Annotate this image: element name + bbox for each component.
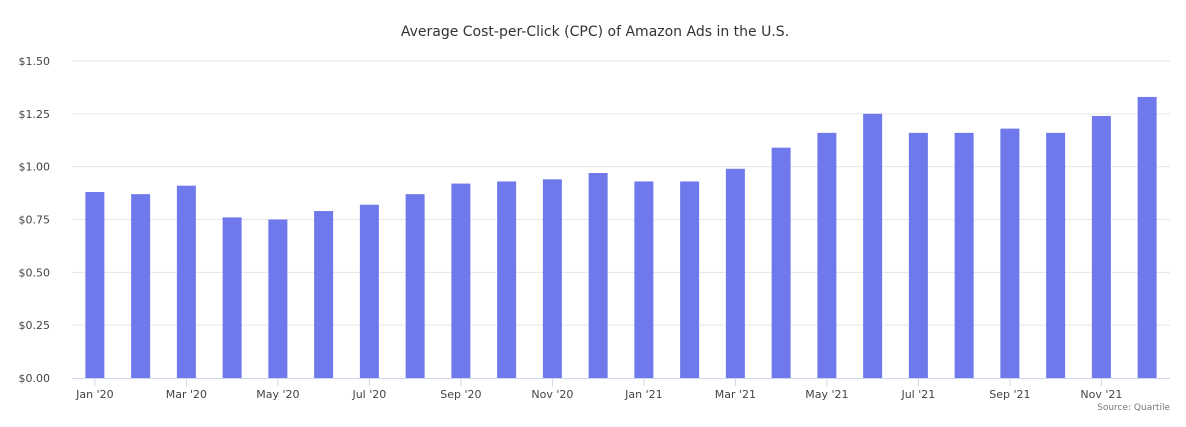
bar xyxy=(908,132,928,378)
y-tick-label: $0.00 xyxy=(19,372,51,385)
bar xyxy=(131,194,151,378)
y-tick-label: $1.25 xyxy=(19,108,51,121)
x-tick-label: Jul '20 xyxy=(351,388,386,401)
x-tick-label: May '20 xyxy=(256,388,299,401)
y-axis-ticks: $0.00 $0.25 $0.50 $0.75 $1.00 $1.25 $1.50 xyxy=(19,55,51,385)
bar xyxy=(725,168,745,378)
bar xyxy=(817,132,837,378)
bar xyxy=(1137,96,1157,378)
chart-title: Average Cost-per-Click (CPC) of Amazon A… xyxy=(401,24,789,40)
x-tick-label: Nov '20 xyxy=(531,388,573,401)
x-tick-label: Nov '21 xyxy=(1080,388,1122,401)
x-tick-label: Jan '20 xyxy=(75,388,113,401)
bar xyxy=(497,181,517,378)
bar xyxy=(451,183,471,378)
bar xyxy=(680,181,700,378)
bar xyxy=(1046,132,1066,378)
y-tick-label: $1.00 xyxy=(19,161,51,174)
bar xyxy=(863,113,883,378)
y-tick-label: $0.50 xyxy=(19,266,51,279)
bar xyxy=(954,132,974,378)
bar xyxy=(588,173,608,378)
bars xyxy=(85,96,1157,379)
bar xyxy=(222,217,242,378)
bar xyxy=(1000,128,1020,378)
bar xyxy=(542,179,562,378)
bar xyxy=(359,204,379,378)
y-tick-label: $0.75 xyxy=(19,214,51,227)
bar xyxy=(85,192,105,378)
bar xyxy=(176,185,196,378)
x-tick-label: Mar '21 xyxy=(715,388,756,401)
y-tick-label: $0.25 xyxy=(19,319,51,332)
x-tick-label: Sep '20 xyxy=(440,388,481,401)
source-label: Source: Quartile xyxy=(1097,403,1170,413)
bar xyxy=(771,147,791,378)
bar xyxy=(314,211,334,378)
bar xyxy=(1091,115,1111,379)
x-axis-ticks: Jan '20 Mar '20 May '20 Jul '20 Sep '20 Nov '… xyxy=(75,378,1122,401)
x-tick-label: Mar '20 xyxy=(166,388,207,401)
bar xyxy=(634,181,654,378)
bar xyxy=(405,194,425,378)
x-tick-label: Jan '21 xyxy=(624,388,662,401)
x-tick-label: May '21 xyxy=(805,388,848,401)
grid-lines xyxy=(72,60,1170,326)
x-tick-label: Jul '21 xyxy=(900,388,935,401)
y-tick-label: $1.50 xyxy=(19,55,51,68)
bar xyxy=(268,219,288,378)
x-tick-label: Sep '21 xyxy=(989,388,1030,401)
